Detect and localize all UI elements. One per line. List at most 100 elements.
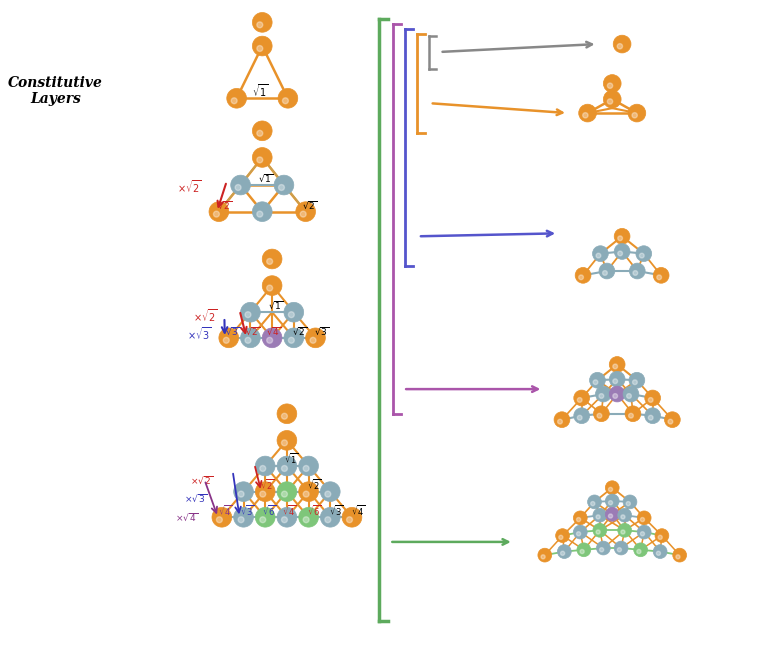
Circle shape xyxy=(605,494,619,508)
Circle shape xyxy=(260,491,266,497)
Circle shape xyxy=(600,547,604,552)
Circle shape xyxy=(596,253,601,258)
Circle shape xyxy=(632,112,637,118)
Circle shape xyxy=(558,545,571,559)
Circle shape xyxy=(233,508,253,527)
Text: $\times\sqrt{3}$: $\times\sqrt{3}$ xyxy=(184,492,207,504)
Circle shape xyxy=(609,386,625,402)
Circle shape xyxy=(282,517,287,523)
Circle shape xyxy=(633,271,637,275)
Circle shape xyxy=(623,386,639,402)
Circle shape xyxy=(609,371,625,387)
Circle shape xyxy=(621,530,625,534)
Circle shape xyxy=(262,276,282,296)
Circle shape xyxy=(240,302,260,322)
Text: $\sqrt{6}$: $\sqrt{6}$ xyxy=(307,503,322,517)
Circle shape xyxy=(628,104,646,122)
Circle shape xyxy=(578,398,582,402)
Circle shape xyxy=(577,543,591,557)
Circle shape xyxy=(212,508,232,527)
Circle shape xyxy=(637,511,651,525)
Circle shape xyxy=(603,271,607,275)
Circle shape xyxy=(299,482,319,502)
Circle shape xyxy=(599,263,615,279)
Circle shape xyxy=(574,525,588,539)
Text: $\times\sqrt{2}$: $\times\sqrt{2}$ xyxy=(193,307,217,324)
Circle shape xyxy=(595,386,611,402)
Circle shape xyxy=(654,545,667,559)
Circle shape xyxy=(274,175,294,195)
Text: $\sqrt{3}$: $\sqrt{3}$ xyxy=(225,325,240,337)
Circle shape xyxy=(257,211,263,217)
Circle shape xyxy=(593,523,607,537)
Circle shape xyxy=(574,408,590,424)
Circle shape xyxy=(283,98,289,104)
Text: $\sqrt{4}$: $\sqrt{4}$ xyxy=(218,503,233,517)
Circle shape xyxy=(664,412,680,428)
Text: $\sqrt{6}$: $\sqrt{6}$ xyxy=(262,503,276,517)
Circle shape xyxy=(278,88,298,108)
Circle shape xyxy=(617,236,623,241)
Circle shape xyxy=(593,508,607,522)
Text: $\times\sqrt{2}$: $\times\sqrt{2}$ xyxy=(177,179,202,195)
Circle shape xyxy=(648,415,653,420)
Circle shape xyxy=(637,525,651,539)
Circle shape xyxy=(641,517,644,522)
Circle shape xyxy=(608,487,613,492)
Circle shape xyxy=(223,337,229,343)
Circle shape xyxy=(590,372,605,388)
Circle shape xyxy=(617,251,623,256)
Circle shape xyxy=(641,532,644,536)
Circle shape xyxy=(284,302,303,322)
Circle shape xyxy=(648,398,653,402)
Circle shape xyxy=(558,419,562,424)
Circle shape xyxy=(655,528,669,543)
Circle shape xyxy=(214,211,220,217)
Circle shape xyxy=(240,328,260,348)
Circle shape xyxy=(629,372,645,388)
Circle shape xyxy=(633,380,637,385)
Circle shape xyxy=(658,535,662,540)
Circle shape xyxy=(657,275,661,280)
Circle shape xyxy=(574,390,590,406)
Circle shape xyxy=(209,202,229,222)
Circle shape xyxy=(636,246,652,262)
Circle shape xyxy=(608,501,613,505)
Text: $\sqrt{2}$: $\sqrt{2}$ xyxy=(260,477,274,492)
Circle shape xyxy=(594,406,609,422)
Circle shape xyxy=(245,337,251,343)
Circle shape xyxy=(583,112,588,118)
Circle shape xyxy=(628,413,634,418)
Circle shape xyxy=(579,275,584,280)
Circle shape xyxy=(593,246,608,262)
Circle shape xyxy=(609,356,625,372)
Circle shape xyxy=(578,415,582,420)
Circle shape xyxy=(613,364,617,369)
Circle shape xyxy=(613,379,617,384)
Circle shape xyxy=(253,148,272,167)
Circle shape xyxy=(538,548,551,562)
Circle shape xyxy=(266,337,273,343)
Circle shape xyxy=(266,258,273,264)
Text: $\times\sqrt{3}$: $\times\sqrt{3}$ xyxy=(187,325,211,342)
Circle shape xyxy=(277,508,296,527)
Text: $\sqrt{3}$: $\sqrt{3}$ xyxy=(240,503,255,517)
Circle shape xyxy=(277,482,296,502)
Circle shape xyxy=(262,328,282,348)
Circle shape xyxy=(613,394,617,398)
Circle shape xyxy=(253,36,272,56)
Text: $\sqrt{1}$: $\sqrt{1}$ xyxy=(258,172,274,184)
Circle shape xyxy=(227,88,247,108)
Circle shape xyxy=(580,549,584,553)
Circle shape xyxy=(279,184,284,190)
Circle shape xyxy=(306,328,326,348)
Text: $\sqrt{3}$: $\sqrt{3}$ xyxy=(329,503,343,517)
Circle shape xyxy=(577,532,581,536)
Circle shape xyxy=(597,541,611,555)
Circle shape xyxy=(260,517,266,523)
Circle shape xyxy=(299,456,319,476)
Circle shape xyxy=(626,502,631,506)
Circle shape xyxy=(299,508,319,527)
Circle shape xyxy=(289,312,294,318)
Circle shape xyxy=(325,517,331,523)
